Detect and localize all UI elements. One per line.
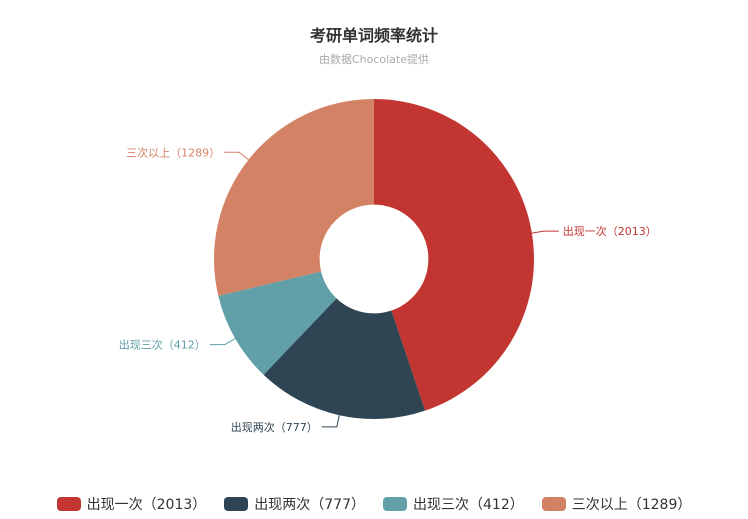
slice-label-2: 出现三次（412）	[119, 338, 206, 352]
slice-label-0: 出现一次（2013）	[563, 224, 657, 238]
chart-legend: 出现一次（2013） 出现两次（777） 出现三次（412） 三次以上（1289）	[0, 494, 748, 514]
label-line-1	[321, 415, 340, 428]
pie-slice-3[interactable]	[213, 99, 374, 296]
legend-item-2[interactable]: 出现三次（412）	[383, 494, 524, 514]
slice-label-3: 三次以上（1289）	[126, 145, 220, 159]
legend-label-1: 出现两次（777）	[254, 497, 365, 513]
label-line-2	[209, 338, 236, 346]
slice-label-1: 出现两次（777）	[231, 420, 318, 434]
pie-slice-1[interactable]	[263, 298, 426, 419]
chart-title: 考研单词频率统计	[309, 26, 438, 45]
chart-subtitle: 由数据Chocolate提供	[318, 53, 430, 66]
legend-label-3: 三次以上（1289）	[571, 497, 692, 513]
legend-item-3[interactable]: 三次以上（1289）	[541, 494, 692, 514]
pie-slice-0[interactable]	[374, 99, 534, 411]
legend-swatch-3	[541, 497, 566, 511]
legend-label-0: 出现一次（2013）	[86, 497, 207, 513]
legend-swatch-2	[383, 497, 407, 511]
label-line-0	[531, 230, 559, 234]
legend-swatch-0	[56, 497, 81, 511]
legend-item-1[interactable]: 出现两次（777）	[224, 494, 365, 514]
pie-slice-2[interactable]	[218, 271, 337, 375]
label-line-3	[224, 151, 249, 161]
donut-chart: 出现一次（2013） 出现两次（777） 出现三次（412） 三次以上（1289）	[119, 99, 657, 434]
legend-label-2: 出现三次（412）	[413, 497, 524, 513]
legend-item-0[interactable]: 出现一次（2013）	[56, 494, 207, 514]
legend-swatch-1	[224, 497, 249, 511]
